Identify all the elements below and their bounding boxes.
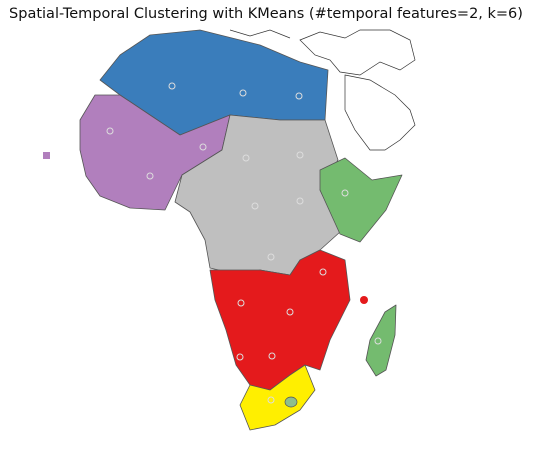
centroid [319,268,327,276]
centroid [237,299,245,307]
europe-middle-east-outline [229,29,416,151]
centroid [296,197,304,205]
centroid [239,89,247,97]
centroid [286,308,294,316]
centroid [268,352,276,360]
centroids [106,82,382,404]
centroid [295,92,303,100]
east-cluster [319,157,403,243]
south-cluster [239,364,316,431]
centroid [251,202,259,210]
island-west [43,152,50,159]
centroid [242,154,250,162]
centroid [267,253,275,261]
centroid [236,353,244,361]
map-title: Spatial-Temporal Clustering with KMeans … [9,6,523,22]
centroid [296,151,304,159]
centroid [146,172,154,180]
cluster-regions [43,29,403,431]
lesotho [284,396,298,408]
island-red [360,296,368,304]
centroid [168,82,176,90]
centroid [341,189,349,197]
centroid [199,143,207,151]
centroid [267,396,275,404]
centroid [374,337,382,345]
centroid [106,127,114,135]
southern-cluster [209,249,351,391]
